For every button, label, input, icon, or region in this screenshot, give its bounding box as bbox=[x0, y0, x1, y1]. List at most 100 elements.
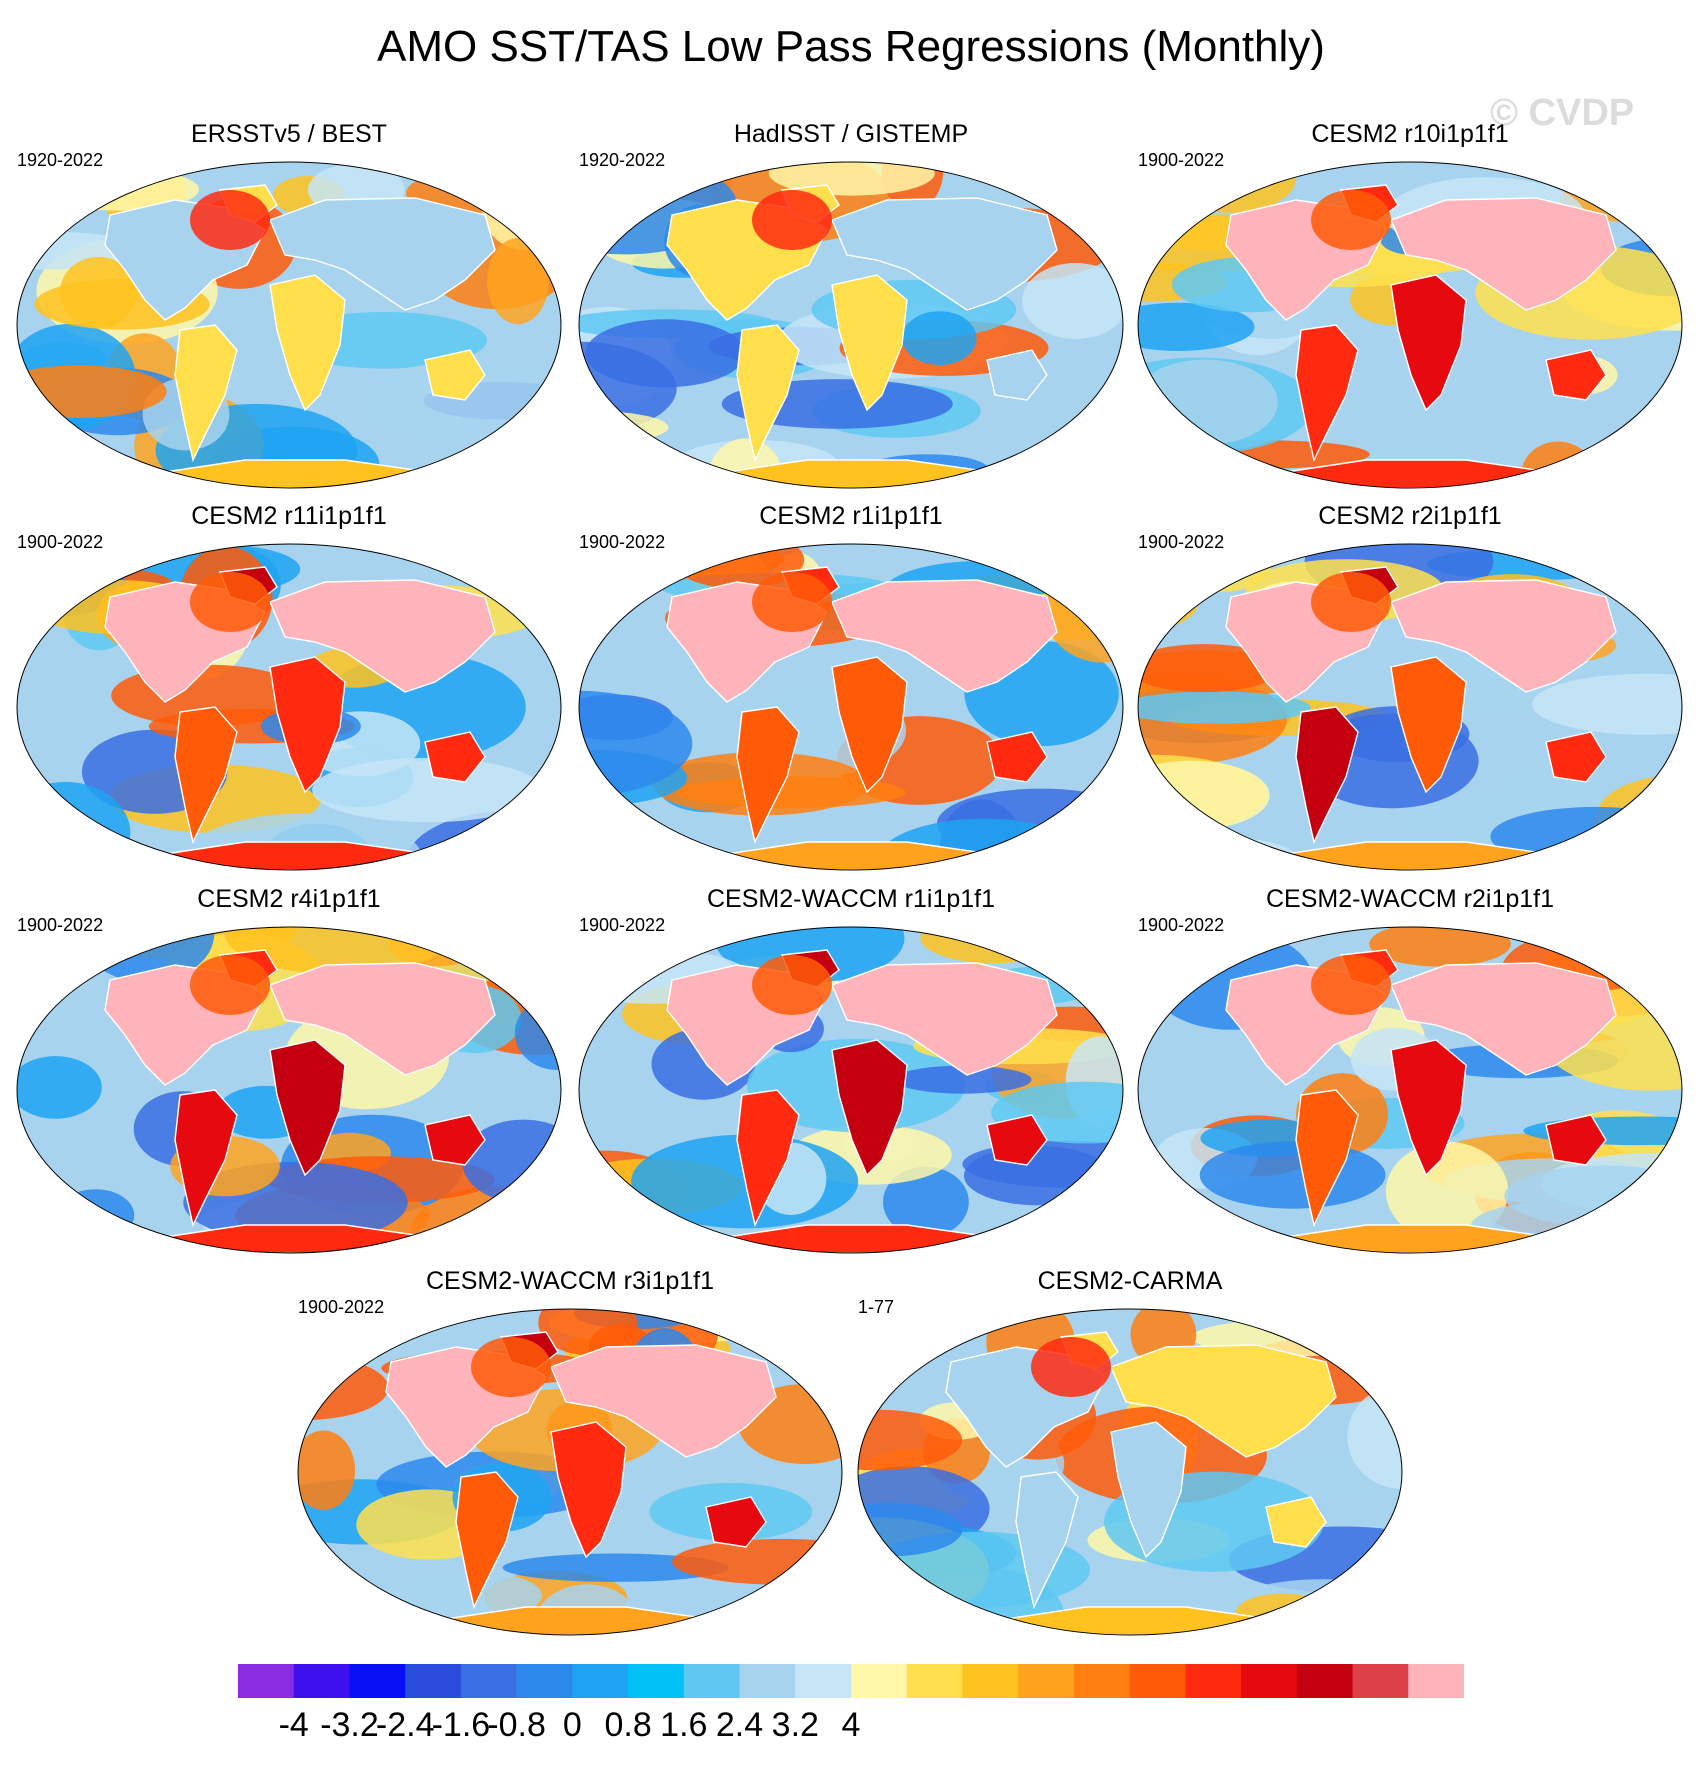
panel-years: 1900-2022 bbox=[1138, 150, 1225, 170]
continent-shape bbox=[1390, 197, 1617, 311]
panel-years: 1920-2022 bbox=[17, 150, 104, 170]
anomaly-region bbox=[858, 1409, 963, 1471]
map-panel: CESM2 r11i1p1f1 1900-2022 bbox=[15, 502, 563, 872]
continent-shape bbox=[1390, 274, 1467, 412]
colorbar-label: 0.8 bbox=[604, 1706, 652, 1744]
continent-shape bbox=[1545, 731, 1607, 783]
anomaly-region bbox=[466, 816, 561, 870]
colorbar-swatch bbox=[349, 1664, 406, 1698]
panel-years: 1920-2022 bbox=[579, 150, 666, 170]
continent-shape bbox=[174, 324, 238, 463]
continent-shape bbox=[986, 731, 1048, 783]
anomaly-region bbox=[1532, 673, 1682, 735]
continent-shape bbox=[269, 579, 496, 693]
colorbar-swatch bbox=[1018, 1664, 1075, 1698]
anomaly-region bbox=[1138, 302, 1255, 351]
colorbar-swatch bbox=[460, 1664, 518, 1698]
map-outline bbox=[578, 926, 1124, 1254]
continent-shape bbox=[1545, 349, 1607, 401]
continent-shape bbox=[831, 656, 908, 794]
panel-title: CESM2 r1i1p1f1 bbox=[759, 502, 943, 530]
colorbar-label: -4 bbox=[278, 1706, 309, 1744]
colorbar bbox=[238, 1664, 1464, 1698]
continent-shape bbox=[1390, 962, 1617, 1076]
map-panel: CESM2 r2i1p1f1 1900-2022 bbox=[1136, 502, 1684, 872]
robinson-map bbox=[16, 926, 562, 1254]
continent-shape bbox=[1110, 1344, 1337, 1458]
north-atlantic-anomaly bbox=[752, 190, 832, 250]
map-panel: CESM2 r1i1p1f1 1900-2022 bbox=[577, 502, 1125, 872]
north-atlantic-anomaly bbox=[752, 955, 832, 1015]
continent-shape bbox=[831, 274, 908, 412]
robinson-map bbox=[297, 1308, 843, 1636]
continent-shape bbox=[1295, 324, 1359, 463]
colorbar-label: 3.2 bbox=[771, 1706, 819, 1744]
continent-shape bbox=[424, 349, 486, 401]
anomaly-region bbox=[788, 1573, 842, 1604]
continent-shape bbox=[986, 349, 1048, 401]
anomaly-region bbox=[1347, 1384, 1402, 1490]
continent-shape bbox=[174, 706, 238, 845]
panel-title: CESM2 r11i1p1f1 bbox=[191, 502, 387, 530]
map-field bbox=[298, 1309, 842, 1635]
anomaly-region bbox=[579, 838, 673, 870]
continent-shape bbox=[455, 1471, 519, 1610]
anomaly-region bbox=[224, 927, 454, 975]
robinson-map bbox=[16, 161, 562, 489]
map-outline bbox=[16, 161, 562, 489]
panel-title: HadISST / GISTEMP bbox=[733, 120, 969, 148]
colorbar-swatch bbox=[851, 1664, 908, 1698]
map-outline bbox=[16, 926, 562, 1254]
anomaly-region bbox=[963, 1146, 1112, 1206]
anomaly-region bbox=[1369, 927, 1511, 967]
continent-shape bbox=[269, 962, 496, 1076]
anomaly-region bbox=[396, 1570, 542, 1621]
anomaly-region bbox=[502, 1553, 729, 1582]
continent-shape bbox=[174, 1089, 238, 1228]
north-atlantic-anomaly bbox=[190, 572, 270, 632]
colorbar-label: -3.2 bbox=[320, 1706, 379, 1744]
continent-shape bbox=[1015, 1471, 1079, 1610]
continent-shape bbox=[1390, 1039, 1467, 1177]
anomaly-region bbox=[1603, 162, 1682, 177]
anomaly-region bbox=[714, 927, 905, 983]
continent-shape bbox=[269, 197, 496, 311]
anomaly-region bbox=[298, 1430, 356, 1510]
robinson-map bbox=[1137, 926, 1683, 1254]
continent-shape bbox=[986, 1114, 1048, 1166]
panel-years: 1900-2022 bbox=[17, 915, 104, 935]
continent-shape bbox=[550, 1421, 627, 1559]
panel-title: ERSSTv5 / BEST bbox=[191, 120, 387, 148]
map-outline bbox=[297, 1308, 843, 1636]
continent-shape bbox=[831, 962, 1058, 1076]
continent-shape bbox=[1390, 579, 1617, 693]
robinson-map bbox=[16, 543, 562, 871]
anomaly-region bbox=[883, 1166, 969, 1238]
colorbar-label: 1.6 bbox=[660, 1706, 708, 1744]
figure-title: AMO SST/TAS Low Pass Regressions (Monthl… bbox=[377, 22, 1325, 71]
panel-title: CESM2 r4i1p1f1 bbox=[197, 885, 381, 913]
continent-shape bbox=[736, 1089, 800, 1228]
robinson-map bbox=[578, 926, 1124, 1254]
colorbar-swatch bbox=[293, 1664, 351, 1698]
colorbar-swatch bbox=[628, 1664, 685, 1698]
anomaly-region bbox=[482, 164, 561, 251]
panel-title: CESM2 r2i1p1f1 bbox=[1318, 502, 1502, 530]
north-atlantic-anomaly bbox=[471, 1337, 551, 1397]
anomaly-region bbox=[312, 757, 542, 823]
anomaly-region bbox=[858, 1502, 963, 1557]
continent-shape bbox=[1265, 1496, 1327, 1548]
north-atlantic-anomaly bbox=[190, 190, 270, 250]
colorbar-label: 4 bbox=[841, 1706, 861, 1744]
panel-years: 1900-2022 bbox=[1138, 532, 1225, 552]
robinson-map bbox=[578, 161, 1124, 489]
panel-title: CESM2-WACCM r3i1p1f1 bbox=[425, 1267, 715, 1295]
colorbar-swatch bbox=[1296, 1664, 1354, 1698]
map-panel: CESM2-WACCM r2i1p1f1 1900-2022 bbox=[1136, 885, 1684, 1255]
cvdp-watermark: © CVDP bbox=[1490, 92, 1635, 134]
colorbar-swatch bbox=[795, 1664, 852, 1698]
anomaly-region bbox=[1235, 1593, 1330, 1633]
robinson-map bbox=[857, 1308, 1403, 1636]
continent-shape bbox=[269, 1039, 346, 1177]
colorbar-label: 2.4 bbox=[715, 1706, 764, 1744]
